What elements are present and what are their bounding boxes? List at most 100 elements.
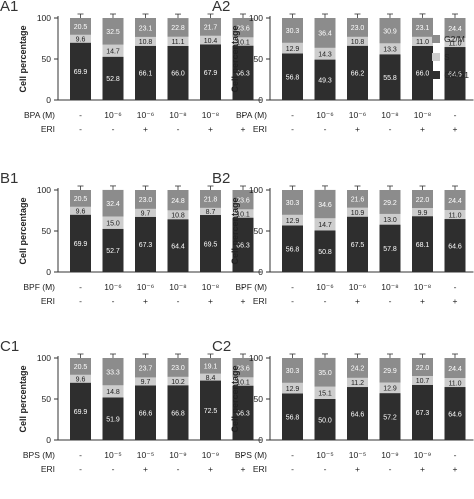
treatment-value: 10⁻⁶ bbox=[349, 282, 366, 292]
data-label: 64.6 bbox=[448, 243, 462, 250]
data-label: 32.4 bbox=[106, 201, 120, 208]
bar-segment-g2-m bbox=[232, 358, 254, 378]
data-label: 24.2 bbox=[351, 366, 365, 373]
bar-segment-s bbox=[347, 207, 368, 217]
inhibitor-row-label: ERI bbox=[253, 124, 267, 134]
data-label: 69.9 bbox=[74, 409, 88, 416]
treatment-value: 10⁻⁸ bbox=[169, 110, 187, 120]
data-label: 66.0 bbox=[171, 71, 185, 78]
bar-segment-s bbox=[412, 208, 433, 217]
data-label: 14.8 bbox=[106, 389, 120, 396]
data-label: 20.5 bbox=[74, 364, 88, 371]
inhibitor-row-label: ERI bbox=[41, 124, 55, 134]
bar-segment-g2-m bbox=[102, 358, 124, 386]
bar-segment-g2-m bbox=[412, 358, 433, 377]
y-tick-label: 100 bbox=[249, 13, 263, 23]
data-label: 9.7 bbox=[141, 379, 151, 386]
treatment-value: - bbox=[79, 282, 82, 292]
treatment-value: 10⁻⁸ bbox=[381, 110, 399, 120]
data-label: 10.8 bbox=[351, 39, 365, 46]
data-label: 50.8 bbox=[318, 249, 332, 256]
y-tick-label: 0 bbox=[46, 95, 51, 105]
bar-segment-g0-g1 bbox=[232, 217, 254, 272]
bar-segment-g0-g1 bbox=[135, 45, 156, 100]
legend-label: G2/M bbox=[444, 34, 465, 44]
treatment-value: 10⁻⁶ bbox=[137, 110, 154, 120]
treatment-value: 10⁻⁸ bbox=[202, 110, 220, 120]
data-label: 67.5 bbox=[351, 242, 365, 249]
inhibitor-value: + bbox=[208, 296, 213, 306]
treatment-value: 10⁻⁶ bbox=[349, 110, 366, 120]
bar-segment-g0-g1 bbox=[347, 45, 368, 100]
bar-segment-s bbox=[379, 382, 401, 394]
data-label: 29.9 bbox=[383, 368, 397, 375]
data-label: 64.4 bbox=[171, 243, 185, 250]
bar-segment-g2-m bbox=[444, 190, 466, 211]
data-label: 9.9 bbox=[418, 210, 428, 217]
inhibitor-value: + bbox=[453, 464, 458, 474]
inhibitor-row-label: ERI bbox=[253, 296, 267, 306]
inhibitor-value: + bbox=[420, 296, 425, 306]
bar-segment-g2-m bbox=[102, 189, 124, 217]
data-label: 21.7 bbox=[204, 25, 218, 32]
data-label: 8.4 bbox=[206, 375, 216, 382]
inhibitor-value: + bbox=[241, 124, 246, 134]
y-tick-label: 50 bbox=[254, 54, 264, 64]
bar-segment-s bbox=[200, 207, 221, 216]
bar-segment-g0-g1 bbox=[282, 53, 303, 100]
bar-segment-g2-m bbox=[444, 18, 466, 39]
treatment-value: - bbox=[79, 110, 82, 120]
bar-segment-g2-m bbox=[200, 18, 221, 36]
data-label: 19.1 bbox=[204, 364, 218, 371]
data-label: 68.1 bbox=[416, 242, 430, 249]
data-label: 11.0 bbox=[416, 39, 429, 46]
treatment-value: 10⁻⁶ bbox=[137, 282, 154, 292]
inhibitor-value: + bbox=[143, 124, 148, 134]
treatment-value: 10⁻⁹ bbox=[381, 450, 399, 460]
inhibitor-value: - bbox=[112, 296, 115, 306]
data-label: 10.8 bbox=[139, 39, 153, 46]
y-tick-label: 100 bbox=[37, 13, 51, 23]
inhibitor-value: + bbox=[208, 464, 213, 474]
data-label: 12.9 bbox=[383, 386, 397, 393]
bar-segment-s bbox=[282, 214, 303, 226]
bar-segment-s bbox=[347, 36, 368, 46]
inhibitor-value: - bbox=[324, 124, 327, 134]
data-label: 23.0 bbox=[351, 25, 365, 32]
bar-segment-g0-g1 bbox=[102, 397, 124, 440]
panel-label: C1 bbox=[0, 338, 19, 355]
treatment-row-label: BPS (M) bbox=[235, 450, 267, 460]
treatment-value: 10⁻⁹ bbox=[202, 450, 220, 460]
data-label: 10.1 bbox=[236, 39, 250, 46]
bar-segment-g0-g1 bbox=[444, 47, 466, 100]
data-label: 22.0 bbox=[416, 197, 430, 204]
data-label: 67.3 bbox=[416, 410, 430, 417]
bar-segment-s bbox=[314, 386, 336, 399]
bar-segment-g2-m bbox=[412, 17, 433, 37]
data-label: 11.0 bbox=[448, 40, 461, 47]
bar-segment-g0-g1 bbox=[282, 393, 303, 440]
data-label: 11.0 bbox=[448, 212, 461, 219]
data-label: 69.9 bbox=[74, 69, 88, 76]
treatment-value: 10⁻⁸ bbox=[169, 282, 187, 292]
bar-segment-g0-g1 bbox=[232, 45, 254, 100]
y-tick-label: 100 bbox=[249, 353, 263, 363]
bar-segment-g0-g1 bbox=[314, 399, 336, 440]
data-label: 67.3 bbox=[139, 242, 153, 249]
treatment-value: 10⁻⁶ bbox=[104, 282, 121, 292]
bar-segment-s bbox=[135, 36, 156, 46]
chart-panel-c2: C2 Cell percentage 0 50 100 56.8 12.9 30.3 - - 50.… bbox=[212, 338, 474, 474]
y-tick-label: 50 bbox=[42, 394, 52, 404]
data-label: 10.8 bbox=[171, 213, 185, 220]
bar-segment-g0-g1 bbox=[314, 59, 336, 100]
treatment-value: 10⁻⁹ bbox=[169, 450, 187, 460]
data-label: 10.2 bbox=[171, 379, 185, 386]
data-label: 49.3 bbox=[318, 78, 332, 85]
data-label: 35.0 bbox=[318, 370, 332, 377]
data-label: 66.3 bbox=[236, 71, 250, 78]
bar-segment-s bbox=[444, 210, 466, 220]
bar-segment-g2-m bbox=[200, 190, 221, 208]
bar-segment-g0-g1 bbox=[200, 215, 221, 272]
bar-segment-g2-m bbox=[167, 190, 189, 211]
